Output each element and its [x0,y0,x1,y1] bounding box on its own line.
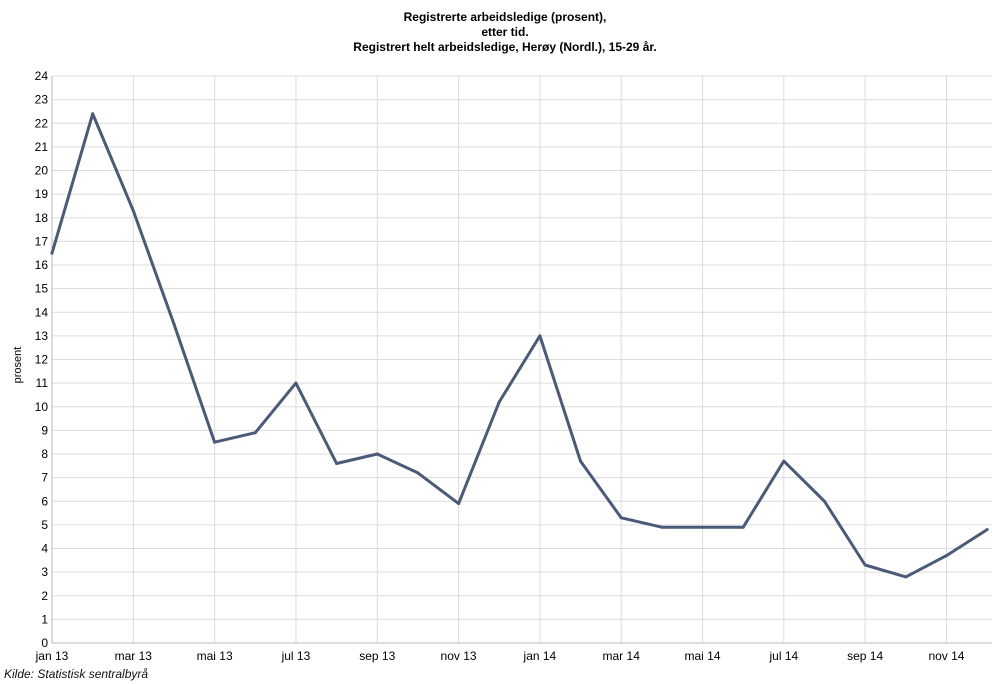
x-tick-label: mai 14 [685,649,721,663]
y-tick-label: 9 [41,423,48,437]
data-point [335,461,339,465]
y-tick-label: 15 [35,282,49,296]
y-tick-label: 2 [41,589,48,603]
data-point [91,112,95,116]
y-tick-label: 22 [35,116,49,130]
data-point [50,251,54,255]
x-tick-label: mai 13 [197,649,233,663]
data-point [619,516,623,520]
y-tick-label: 13 [35,329,49,343]
data-point [375,452,379,456]
x-tick-label: jan 14 [523,649,557,663]
source-note: Kilde: Statistisk sentralbyrå [4,667,149,681]
x-tick-label: nov 14 [928,649,964,663]
data-point [457,502,461,506]
chart-title-line-2: etter tid. [481,25,529,39]
y-tick-label: 3 [41,565,48,579]
y-tick-label: 0 [41,636,48,650]
y-tick-label: 17 [35,234,49,248]
data-point [294,381,298,385]
x-axis-ticks: jan 13 mar 13 mai 13 jul 13 sep 13 nov 13 jan … [35,649,965,663]
data-point [416,471,420,475]
y-tick-label: 23 [35,93,49,107]
chart-title-line-1: Registrerte arbeidsledige (prosent), [403,10,607,24]
y-tick-label: 24 [35,69,49,83]
data-point [497,400,501,404]
y-tick-label: 12 [35,353,49,367]
y-tick-label: 5 [41,518,48,532]
x-tick-label: nov 13 [441,649,477,663]
y-tick-label: 8 [41,447,48,461]
y-tick-label: 7 [41,471,48,485]
x-tick-label: jul 13 [281,649,311,663]
x-tick-label: sep 14 [847,649,883,663]
y-tick-label: 20 [35,164,49,178]
y-tick-label: 11 [36,376,49,390]
y-tick-label: 10 [35,400,49,414]
chart-title: Registrerte arbeidsledige (prosent), ett… [0,10,992,55]
x-tick-label: jul 14 [768,649,798,663]
x-tick-label: mar 13 [115,649,153,663]
data-point [701,525,705,529]
data-point [253,431,257,435]
data-point [660,525,664,529]
grid [51,75,992,644]
data-point [985,528,989,532]
x-tick-label: mar 14 [603,649,641,663]
y-tick-label: 4 [41,542,48,556]
chart-title-line-3: Registrert helt arbeidsledige, Herøy (No… [353,40,657,54]
y-tick-label: 14 [35,305,49,319]
data-point [863,563,867,567]
series-group [50,112,989,579]
data-point [213,440,217,444]
x-tick-label: sep 13 [359,649,395,663]
data-point [741,525,745,529]
y-axis-label: prosent [12,347,24,384]
y-tick-label: 18 [35,211,49,225]
y-tick-label: 16 [35,258,49,272]
data-point [579,459,583,463]
y-tick-label: 19 [35,187,49,201]
series-line [50,112,989,579]
data-point [172,322,176,326]
data-point [822,499,826,503]
data-point [944,554,948,558]
data-point [904,575,908,579]
x-tick-label: jan 13 [35,649,69,663]
y-tick-label: 21 [35,140,49,154]
data-point [782,459,786,463]
data-point [538,334,542,338]
data-point [131,209,135,213]
y-tick-label: 1 [41,612,48,626]
y-tick-label: 6 [41,494,48,508]
